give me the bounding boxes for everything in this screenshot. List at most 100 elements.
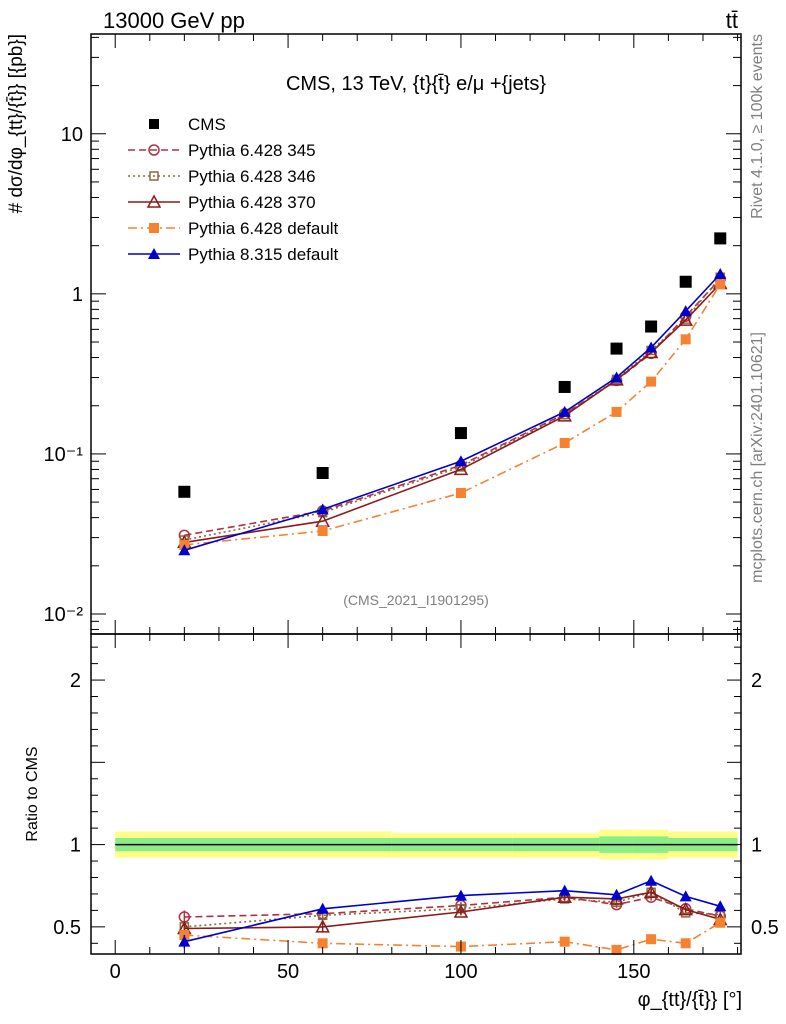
series-pythia-6-428-370	[177, 884, 728, 935]
x-tick-label: 50	[277, 961, 299, 983]
data-point	[645, 341, 658, 353]
series-line	[184, 879, 721, 943]
series-line	[184, 278, 721, 537]
ratio-panel: 0 50 100 150 0.5 0.5 1 1 2 2 Ratio to CMS φ_{tt}/…	[24, 633, 779, 1011]
mcplots-label: mcplots.cern.ch [arXiv:2401.10621]	[749, 332, 766, 583]
series-line	[184, 891, 721, 930]
series-pythia-6-428-346	[179, 887, 726, 932]
legend-entry: Pythia 8.315 default	[128, 245, 339, 264]
y-tick-label-right: 1	[751, 835, 762, 857]
x-axis-label: φ_{tt}/{t̄}} [°]	[638, 989, 742, 1011]
y-tick-label: 1	[70, 835, 81, 857]
series-pythia-8-315-default	[178, 874, 727, 949]
data-point	[678, 312, 693, 326]
data-point	[317, 525, 328, 536]
data-point	[679, 275, 692, 288]
x-tick-label: 150	[617, 961, 650, 983]
series-pythia-6-428-346	[179, 272, 726, 545]
series-cms	[178, 232, 727, 498]
data-point	[610, 342, 623, 355]
series-pythia-6-428-default	[179, 279, 726, 550]
legend-marker	[149, 119, 159, 129]
legend-marker	[149, 171, 159, 181]
y-tick-label: 10⁻¹	[44, 444, 84, 466]
y-tick-label: 10⁻²	[44, 604, 84, 626]
legend-label: Pythia 8.315 default	[188, 245, 339, 264]
data-point	[315, 919, 330, 933]
y-tick-label: 1	[72, 284, 83, 306]
legend-label: Pythia 6.428 default	[188, 219, 339, 238]
data-point	[454, 455, 467, 467]
data-point	[559, 936, 570, 947]
data-point	[715, 917, 726, 928]
data-point	[316, 467, 329, 480]
process-label: tt̄	[726, 8, 738, 33]
series-pythia-6-428-370	[177, 275, 728, 549]
ratio-y-axis-label: Ratio to CMS	[24, 746, 41, 841]
data-point	[316, 902, 329, 914]
data-point	[558, 405, 571, 417]
rivet-label: Rivet 4.1.0, ≥ 100k events	[749, 34, 766, 219]
data-point	[679, 305, 692, 317]
legend-marker	[149, 223, 159, 233]
main-title: CMS, 13 TeV, {t}{t̄} e/μ +{jets}	[286, 73, 546, 95]
legend-marker	[148, 248, 160, 259]
legend-label: Pythia 6.428 346	[188, 167, 316, 186]
data-point	[714, 232, 727, 245]
legend-label: Pythia 6.428 345	[188, 141, 316, 160]
data-point	[557, 889, 572, 903]
data-point	[453, 461, 469, 476]
legend-marker	[148, 144, 160, 156]
data-point	[646, 376, 657, 387]
data-point	[714, 900, 727, 912]
y-tick-label: 0.5	[53, 917, 81, 939]
data-point	[610, 888, 623, 900]
ratio-frame	[90, 633, 742, 955]
legend-entry: Pythia 6.428 346	[128, 167, 316, 186]
data-point	[178, 544, 191, 556]
data-point	[611, 944, 622, 955]
data-point	[558, 380, 571, 393]
legend-label: CMS	[188, 115, 226, 134]
series-line	[184, 276, 721, 541]
data-point	[610, 371, 623, 383]
analysis-watermark: (CMS_2021_I1901295)	[343, 592, 489, 608]
series-line	[184, 922, 721, 951]
series-line	[184, 896, 721, 918]
series-pythia-6-428-345	[178, 273, 727, 542]
legend-marker	[146, 194, 162, 208]
data-point	[454, 427, 467, 440]
legend: CMS Pythia 6.428 345 Pythia 6.428 346 Pythi…	[128, 115, 339, 264]
energy-label: 13000 GeV pp	[103, 8, 245, 33]
series-line	[184, 273, 721, 552]
data-point	[453, 904, 469, 918]
y-tick-label: 10	[61, 124, 83, 146]
y-tick-label: 2	[70, 670, 81, 692]
main-y-axis-label: # dσ/dφ_{tt}/{t̄}} [{pb}]	[6, 34, 27, 213]
legend-entry: Pythia 6.428 default	[128, 219, 339, 238]
series-line	[184, 283, 721, 546]
data-point	[645, 320, 658, 333]
data-point	[558, 884, 571, 896]
series-line	[184, 891, 721, 928]
data-point	[559, 438, 570, 449]
y-tick-label-right: 2	[751, 670, 762, 692]
data-point	[646, 934, 657, 945]
data-point	[317, 938, 328, 949]
x-tick-label: 0	[110, 961, 121, 983]
y-tick-label-right: 0.5	[751, 917, 779, 939]
data-point	[178, 935, 191, 947]
data-point	[178, 485, 191, 498]
data-point	[643, 884, 659, 899]
legend-entry: Pythia 6.428 345	[128, 141, 316, 160]
data-point	[316, 503, 329, 515]
legend-entry: Pythia 6.428 370	[128, 193, 316, 212]
data-point	[678, 902, 693, 916]
data-point	[454, 889, 467, 901]
data-point	[455, 488, 466, 499]
data-point	[714, 268, 727, 280]
main-panel: 10 1 10⁻¹ 10⁻² CMS, 13 TeV, {t}{t̄} e/μ +{j…	[6, 33, 742, 635]
series-line	[184, 282, 721, 544]
legend-label: Pythia 6.428 370	[188, 193, 316, 212]
legend-entry: CMS	[149, 115, 226, 134]
